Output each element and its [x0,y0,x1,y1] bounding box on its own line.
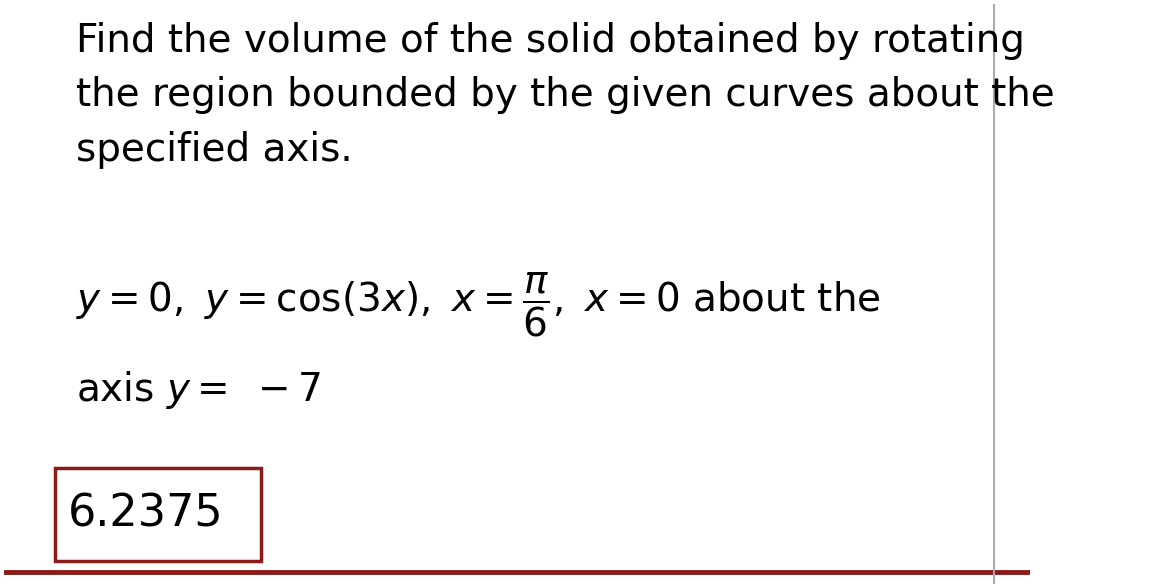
Text: Find the volume of the solid obtained by rotating
the region bounded by the give: Find the volume of the solid obtained by… [76,22,1054,169]
Text: axis $y =\ -7$: axis $y =\ -7$ [76,369,321,412]
Text: $y = 0,\ y = \cos(3x),\ x = \dfrac{\pi}{6},\ x = 0$ about the: $y = 0,\ y = \cos(3x),\ x = \dfrac{\pi}{… [76,271,881,339]
Text: 6.2375: 6.2375 [68,493,223,536]
FancyBboxPatch shape [55,468,261,560]
